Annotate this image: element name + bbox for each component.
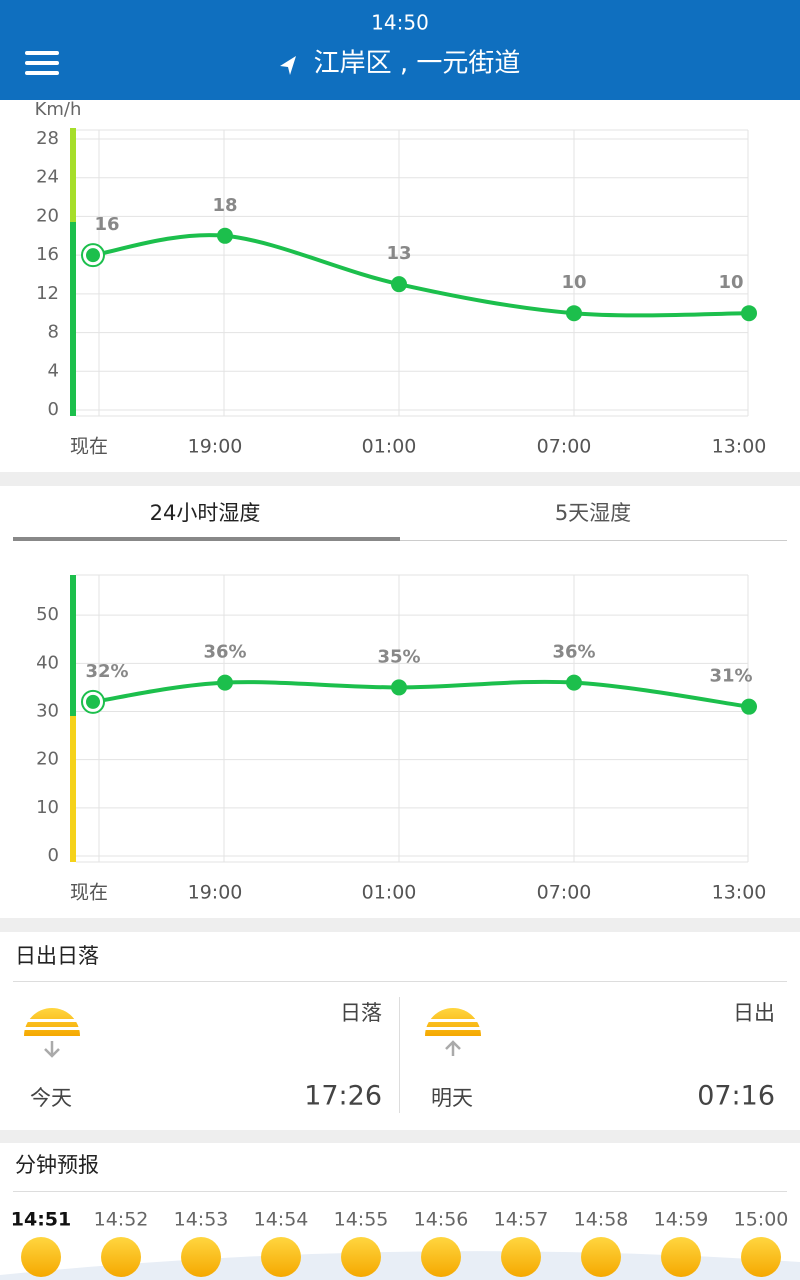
level-bar bbox=[70, 222, 76, 416]
axis-unit: Km/h bbox=[35, 99, 82, 120]
y-tick-label: 16 bbox=[36, 244, 59, 265]
y-tick-label: 10 bbox=[36, 797, 59, 818]
x-tick-label: 07:00 bbox=[537, 436, 592, 458]
value-label: 36% bbox=[203, 642, 246, 663]
tab-indicator bbox=[13, 537, 400, 541]
value-label: 18 bbox=[212, 195, 237, 216]
point bbox=[741, 698, 757, 715]
sunset-icon bbox=[24, 1008, 80, 1058]
value-label: 31% bbox=[709, 666, 752, 687]
tab-active[interactable]: 24小时湿度 bbox=[150, 501, 261, 525]
x-tick-label: 13:00 bbox=[712, 436, 767, 458]
section-title: 分钟预报 bbox=[15, 1153, 99, 1177]
sunset-label: 日落 bbox=[340, 1001, 382, 1025]
minute-time: 14:57 bbox=[494, 1209, 549, 1231]
minute-sun bbox=[501, 1237, 541, 1277]
tab[interactable]: 5天湿度 bbox=[555, 501, 631, 525]
menu-button[interactable] bbox=[25, 51, 59, 75]
sunrise-icon bbox=[425, 1008, 481, 1056]
point bbox=[391, 276, 407, 293]
y-tick-label: 20 bbox=[36, 205, 59, 226]
y-tick-label: 4 bbox=[48, 360, 59, 381]
value-label: 16 bbox=[94, 214, 119, 235]
point bbox=[566, 305, 582, 322]
value-label: 32% bbox=[85, 661, 128, 682]
minute-sun bbox=[581, 1237, 621, 1277]
line bbox=[92, 679, 750, 709]
value-label: 10 bbox=[561, 272, 586, 293]
minute-sun bbox=[261, 1237, 301, 1277]
y-tick-label: 50 bbox=[36, 604, 59, 625]
status-time: 14:50 bbox=[371, 11, 429, 35]
location-icon bbox=[280, 56, 296, 75]
minute-time: 14:59 bbox=[654, 1209, 709, 1231]
level-bar bbox=[70, 716, 76, 862]
level-bar bbox=[70, 575, 76, 716]
sunset-time: 17:26 bbox=[304, 1081, 382, 1112]
separator bbox=[0, 1130, 800, 1143]
minute-sun bbox=[341, 1237, 381, 1277]
minute-time: 14:52 bbox=[94, 1209, 149, 1231]
point bbox=[217, 674, 233, 691]
minute-time: 14:58 bbox=[574, 1209, 629, 1231]
divider bbox=[13, 1191, 787, 1192]
value-label: 35% bbox=[377, 646, 420, 667]
sunrise-time: 07:16 bbox=[697, 1081, 775, 1112]
divider bbox=[399, 997, 400, 1113]
minute-time: 14:51 bbox=[11, 1209, 71, 1231]
minute-time: 14:55 bbox=[334, 1209, 389, 1231]
value-label: 36% bbox=[552, 642, 595, 663]
x-tick-label: 07:00 bbox=[537, 882, 592, 904]
day-label: 今天 bbox=[30, 1086, 72, 1110]
y-tick-label: 30 bbox=[36, 701, 59, 722]
minute-time: 14:54 bbox=[254, 1209, 309, 1231]
point bbox=[217, 227, 233, 244]
location[interactable]: 江岸区 , 一元街道 bbox=[314, 49, 521, 79]
level-bar bbox=[70, 128, 76, 222]
line bbox=[92, 233, 750, 318]
point bbox=[391, 679, 407, 696]
day-label: 明天 bbox=[431, 1086, 473, 1110]
minute-sun bbox=[101, 1237, 141, 1277]
separator bbox=[0, 918, 800, 932]
point bbox=[86, 248, 100, 263]
minute-sun bbox=[421, 1237, 461, 1277]
minute-row: 14:51 14:52 14:53 14:54 14:55 14:56 14:57 14:58… bbox=[11, 1209, 789, 1277]
minute-sun bbox=[21, 1237, 61, 1277]
minute-sun bbox=[661, 1237, 701, 1277]
section-title: 日出日落 bbox=[15, 944, 99, 968]
y-tick-label: 0 bbox=[48, 399, 59, 420]
minute-time: 14:53 bbox=[174, 1209, 229, 1231]
minute-sun bbox=[741, 1237, 781, 1277]
divider bbox=[13, 981, 787, 982]
x-tick-label: 19:00 bbox=[188, 882, 243, 904]
point bbox=[566, 674, 582, 691]
y-tick-label: 8 bbox=[48, 322, 59, 343]
y-tick-label: 20 bbox=[36, 749, 59, 770]
value-label: 10 bbox=[718, 272, 743, 293]
point bbox=[86, 694, 100, 709]
x-tick-label: 01:00 bbox=[362, 882, 417, 904]
x-tick-label: 13:00 bbox=[712, 882, 767, 904]
x-tick-label: 19:00 bbox=[188, 436, 243, 458]
x-tick-label: 现在 bbox=[70, 436, 108, 458]
x-tick-label: 01:00 bbox=[362, 436, 417, 458]
y-tick-label: 40 bbox=[36, 652, 59, 673]
separator bbox=[0, 472, 800, 486]
sunrise-label: 日出 bbox=[733, 1001, 775, 1025]
minute-time: 15:00 bbox=[734, 1209, 789, 1231]
app-bar bbox=[0, 0, 800, 100]
value-label: 13 bbox=[386, 243, 411, 264]
point bbox=[741, 305, 757, 322]
y-tick-label: 0 bbox=[48, 845, 59, 866]
minute-sun bbox=[181, 1237, 221, 1277]
y-tick-label: 24 bbox=[36, 167, 59, 188]
y-tick-label: 12 bbox=[36, 283, 59, 304]
y-tick-label: 28 bbox=[36, 128, 59, 149]
minute-time: 14:56 bbox=[414, 1209, 469, 1231]
x-tick-label: 现在 bbox=[70, 882, 108, 904]
